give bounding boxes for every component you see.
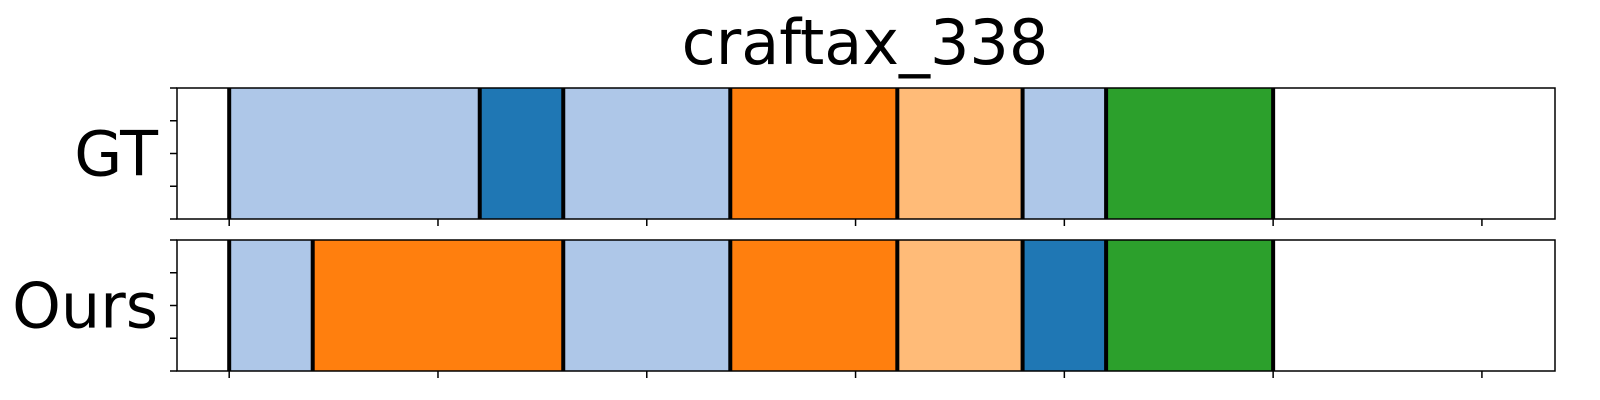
segment-ours-2 xyxy=(313,240,564,371)
segment-ours-4 xyxy=(730,240,897,371)
row-label-ours: Ours xyxy=(12,270,158,343)
row-gt: GT xyxy=(74,88,1555,226)
segment-gt-2 xyxy=(480,88,564,219)
segment-ours-6 xyxy=(1023,240,1107,371)
segment-gt-1 xyxy=(229,88,480,219)
segment-ours-7 xyxy=(1106,240,1273,371)
row-ours: Ours xyxy=(12,240,1555,378)
segment-ours-1 xyxy=(229,240,313,371)
segment-ours-3 xyxy=(563,240,730,371)
segment-ours-5 xyxy=(897,240,1022,371)
segment-gt-7 xyxy=(1106,88,1273,219)
row-label-gt: GT xyxy=(74,118,159,191)
chart-title: craftax_338 xyxy=(682,6,1049,79)
segment-gt-5 xyxy=(897,88,1022,219)
segment-gt-4 xyxy=(730,88,897,219)
rows-layer: GT Ours xyxy=(12,88,1555,378)
segment-gt-3 xyxy=(563,88,730,219)
segment-gt-6 xyxy=(1023,88,1107,219)
